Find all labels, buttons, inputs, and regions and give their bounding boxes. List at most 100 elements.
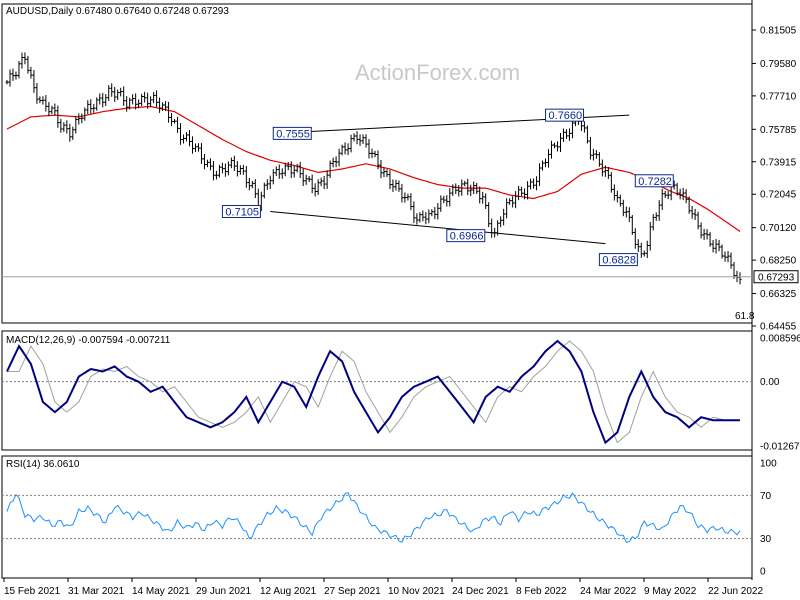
ohlc-bar [119, 87, 123, 97]
price-label-text: 0.7555 [276, 128, 310, 140]
ohlc-bar [167, 101, 171, 123]
price-panel-header: AUDUSD,Daily 0.67480 0.67640 0.67248 0.6… [6, 6, 229, 17]
ohlc-bar [241, 164, 245, 175]
ohlc-bar [567, 128, 571, 141]
ohlc-bar [591, 148, 595, 161]
ohlc-bar [277, 164, 281, 179]
macd-tick-label: -0.01267 [760, 442, 800, 453]
ohlc-bar [373, 150, 377, 158]
ohlc-bar [140, 93, 144, 107]
ohlc-bar [708, 232, 712, 247]
ohlc-bar [92, 104, 96, 113]
ohlc-bar [182, 134, 186, 144]
time-axis-label: 24 Mar 2022 [580, 586, 637, 597]
ohlc-bar [319, 177, 323, 187]
ohlc-bar [322, 175, 326, 190]
ohlc-bar [544, 158, 548, 168]
ohlc-bar [226, 161, 230, 176]
ohlc-bar [445, 195, 449, 207]
ohlc-bar [585, 125, 589, 144]
ohlc-bar [582, 121, 586, 133]
rsi-axis-ticks: 100 70 30 0 [2, 459, 777, 578]
time-axis-label: 22 Jun 2022 [708, 586, 763, 597]
ohlc-bar [158, 97, 162, 113]
ohlc-bar [334, 156, 338, 168]
ohlc-bar [116, 89, 120, 101]
ohlc-bar [253, 179, 257, 199]
ohlc-bar [478, 186, 482, 204]
rsi-panel-header: RSI(14) 36.0610 [6, 459, 80, 470]
ohlc-bar [367, 138, 371, 159]
ohlc-bar [238, 165, 242, 175]
ohlc-bar [352, 133, 356, 142]
price-tick-label: 0.81505 [760, 26, 797, 37]
ohlc-bar [346, 143, 350, 156]
ohlc-bar [17, 60, 21, 79]
price-tick-label: 0.77710 [760, 91, 797, 102]
ohlc-bar [53, 103, 57, 116]
ohlc-bar [600, 159, 604, 177]
price-panel-frame [1, 3, 753, 324]
ohlc-bar [627, 207, 631, 222]
ohlc-bar [400, 183, 404, 203]
ohlc-bar [164, 101, 168, 111]
time-axis-label: 24 Dec 2021 [452, 586, 509, 597]
ohlc-bar [65, 120, 69, 134]
ohlc-bar [149, 96, 153, 108]
time-axis-label: 8 Feb 2022 [516, 586, 567, 597]
ohlc-bar [547, 149, 551, 168]
ohlc-bar [657, 200, 661, 221]
ohlc-bar [409, 193, 413, 211]
price-tick-label: 0.64455 [760, 322, 797, 333]
ohlc-bar [675, 182, 679, 196]
price-label-text: 0.7660 [549, 110, 583, 122]
ohlc-bar [179, 123, 183, 145]
ohlc-bar [77, 113, 81, 125]
ohlc-bar [325, 170, 329, 189]
ohlc-bar [424, 211, 428, 225]
rsi-tick-label: 30 [760, 534, 772, 545]
ohlc-bar [89, 99, 93, 114]
ohlc-bar [80, 113, 84, 124]
ohlc-bar [358, 134, 362, 146]
ohlc-bar [26, 55, 30, 74]
ohlc-bar [451, 184, 455, 197]
time-axis-label: 12 Aug 2021 [260, 586, 317, 597]
ohlc-bar [484, 193, 488, 209]
price-tick-label: 0.75785 [760, 125, 797, 136]
ohlc-bar [32, 69, 36, 93]
ohlc-bar [415, 213, 419, 225]
ohlc-bar [684, 189, 688, 204]
ohlc-bar [412, 201, 416, 224]
ohlc-bar [193, 143, 197, 152]
ohlc-bar [439, 195, 443, 212]
ohlc-bar [505, 198, 509, 219]
ohlc-bar [469, 184, 473, 197]
ohlc-bar [720, 244, 724, 259]
ohlc-bar [340, 144, 344, 156]
ohlc-bar [376, 150, 380, 170]
ohlc-bar [448, 188, 452, 207]
ohlc-bar [328, 160, 332, 178]
ohlc-bar [313, 183, 317, 197]
ohlc-bar [170, 113, 174, 126]
ohlc-bar [427, 209, 431, 224]
ohlc-bar [199, 143, 203, 164]
macd-main-line [6, 339, 740, 445]
ohlc-bar [499, 216, 503, 228]
ohlc-bar [232, 155, 236, 171]
ohlc-bar [717, 239, 721, 252]
ohlc-bar [292, 165, 296, 178]
ohlc-bar [475, 182, 479, 194]
ohlc-bar [645, 240, 649, 259]
ohlc-bar [606, 166, 610, 179]
ohlc-bar [56, 105, 60, 128]
ohlc-bar [283, 162, 287, 177]
time-axis-label: 10 Nov 2021 [388, 586, 445, 597]
ohlc-bar [262, 182, 266, 199]
ohlc-bar [122, 86, 126, 106]
ohlc-bar [630, 215, 634, 235]
time-axis-label: 31 Mar 2021 [68, 586, 125, 597]
ohlc-bar [38, 96, 42, 104]
ohlc-bar [223, 163, 227, 177]
